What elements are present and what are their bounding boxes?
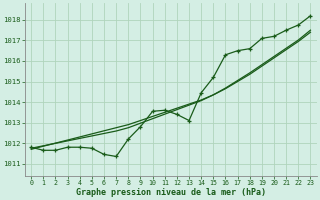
X-axis label: Graphe pression niveau de la mer (hPa): Graphe pression niveau de la mer (hPa) bbox=[76, 188, 266, 197]
